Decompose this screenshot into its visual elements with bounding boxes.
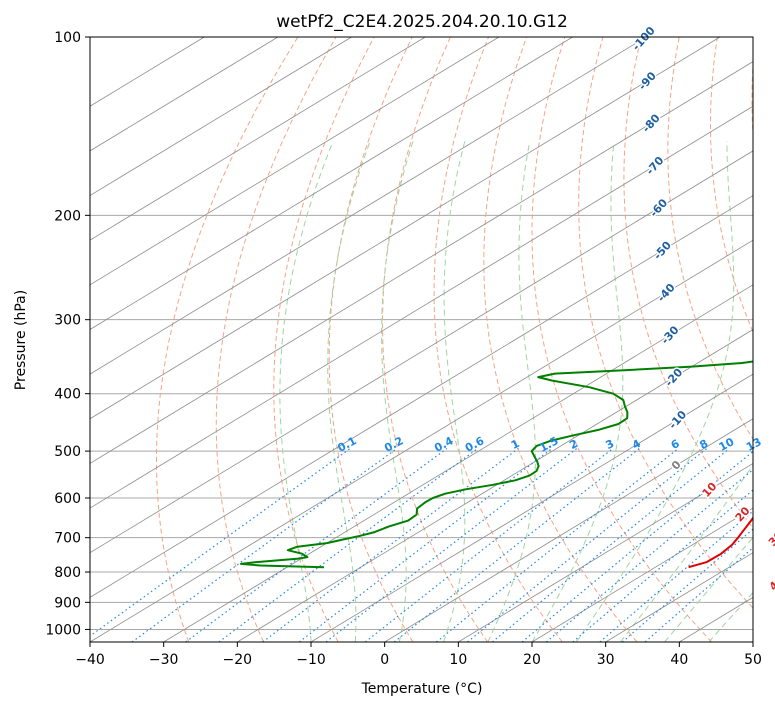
isotherm-line (458, 462, 753, 642)
x-tick-label: 10 (449, 652, 467, 668)
x-tick-label: 30 (597, 652, 615, 668)
isotherm-line (90, 37, 279, 152)
mixing-ratio-line (131, 448, 398, 642)
isotherm-line (384, 418, 753, 642)
plot-area (90, 37, 753, 642)
isotherm-line (90, 37, 500, 286)
y-tick-label: 1000 (45, 622, 81, 638)
mixing-ratio-lines (90, 448, 753, 642)
dry-adiabat (156, 37, 299, 642)
mixing-ratio-line (572, 489, 753, 642)
x-axis: −40 −30 −20 −10 0 10 20 30 40 50 (75, 642, 762, 668)
dry-adiabat (751, 58, 753, 142)
mixing-ratio-line (436, 448, 679, 642)
mixing-ratio-line (521, 450, 753, 642)
isotherm-label: 30 (766, 529, 775, 549)
chart-title: wetPf2_C2E4.2025.204.20.10.G12 (276, 12, 568, 32)
isotherm-label: 40 (767, 573, 775, 593)
dry-adiabat (215, 37, 337, 642)
dry-adiabat (381, 37, 489, 642)
mixing-ratio-line (393, 448, 640, 642)
x-tick-label: 40 (670, 652, 688, 668)
moist-adiabat (443, 141, 466, 642)
y-tick-label: 500 (54, 444, 81, 460)
isotherm-line (90, 37, 721, 420)
isotherm-label-halo: 30 (766, 529, 775, 549)
mixing-ratio-line (545, 468, 753, 642)
x-tick-label: −20 (223, 652, 253, 668)
y-tick-label: 600 (54, 491, 81, 507)
mixing-ratio-line (599, 510, 753, 642)
isotherm-line (90, 37, 647, 375)
moist-adiabat (487, 141, 536, 642)
isotherm-line (90, 37, 426, 241)
y-axis-label: Pressure (hPa) (13, 290, 29, 390)
isotherm-line (90, 61, 753, 464)
skewed-isotherms (90, 37, 753, 642)
y-tick-label: 400 (54, 387, 81, 403)
pressure-gridlines (90, 36, 753, 630)
moist-adiabat (620, 464, 753, 642)
mixing-ratio-line (467, 448, 708, 642)
dewpoint-profile (240, 360, 753, 569)
x-tick-label: 20 (523, 652, 541, 668)
y-tick-label: 100 (54, 30, 81, 46)
dry-adiabat (433, 37, 563, 642)
isotherm-line (90, 195, 753, 598)
isotherm-line (90, 105, 753, 509)
isotherm-line (237, 329, 753, 642)
moist-adiabat (575, 141, 735, 642)
isotherm-label-halo: 40 (767, 573, 775, 593)
dry-adiabat (273, 37, 375, 642)
y-tick-label: 700 (54, 531, 81, 547)
isotherm-line (163, 284, 753, 642)
x-tick-label: −40 (75, 652, 105, 668)
mixing-ratio-line (218, 448, 479, 642)
isotherm-line (90, 37, 573, 330)
x-tick-label: −10 (296, 652, 326, 668)
plot-frame (89, 36, 754, 643)
mixing-ratio-line (622, 528, 753, 642)
y-tick-label: 900 (54, 595, 81, 611)
x-axis-label: Temperature (°C) (361, 681, 483, 697)
isotherm-line (90, 239, 753, 642)
y-axis: 100 200 300 400 500 600 700 800 900 1000 (45, 30, 90, 638)
mixing-ratio-line (325, 448, 578, 642)
mixing-ratio-label: 13 (744, 435, 764, 454)
dry-adiabat (578, 37, 753, 609)
moist-adiabat (664, 536, 753, 642)
y-tick-label: 800 (54, 565, 81, 581)
isotherm-line (90, 37, 352, 197)
sounding-profiles (240, 360, 753, 569)
x-tick-label: 0 (380, 652, 389, 668)
x-tick-label: 50 (744, 652, 762, 668)
isotherm-line (752, 641, 753, 642)
isotherm-line (531, 507, 753, 642)
dry-adiabat (623, 37, 753, 529)
moist-adiabats (279, 141, 753, 642)
moist-adiabat (381, 141, 414, 642)
isotherm-line (90, 150, 753, 554)
x-tick-label: −30 (149, 652, 179, 668)
isotherm-line (310, 373, 753, 642)
y-tick-label: 300 (54, 313, 81, 329)
moist-adiabat (327, 141, 371, 642)
moist-adiabat (531, 141, 624, 642)
mixing-ratio-line (491, 448, 730, 642)
y-tick-label: 200 (54, 208, 81, 224)
moist-adiabat (279, 141, 334, 642)
mixing-ratio-label: 10 (717, 435, 737, 454)
